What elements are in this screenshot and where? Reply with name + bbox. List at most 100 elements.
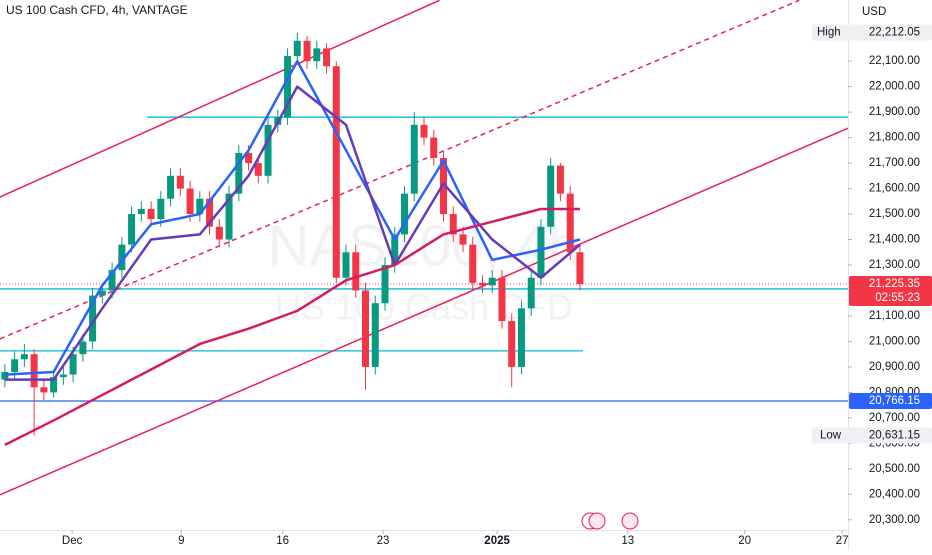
candle-body	[254, 163, 262, 176]
candle-body	[478, 282, 486, 286]
candle-body	[537, 226, 545, 278]
candle-body	[40, 387, 48, 393]
candle-body	[459, 234, 467, 245]
candle-body	[439, 157, 447, 215]
last-price-box	[849, 276, 932, 307]
candle-body	[50, 377, 58, 393]
candle-body	[401, 193, 409, 235]
y-tick-label: 21,000.00	[869, 335, 920, 347]
y-tick-label: 21,100.00	[869, 310, 920, 322]
candle-body	[264, 124, 272, 176]
chart-title: US 100 Cash CFD, 4h, VANTAGE	[6, 3, 188, 17]
candle-body	[118, 244, 126, 271]
candle-body	[206, 198, 214, 227]
candle-body	[371, 303, 379, 367]
candle-body	[517, 308, 525, 367]
candle-body	[196, 198, 204, 215]
moving-average	[4, 85, 581, 381]
x-tick-label: 2025	[484, 535, 510, 547]
high-tag-label: 22,212.05	[869, 27, 920, 39]
trendline	[0, 0, 800, 340]
moving-average	[4, 207, 580, 447]
trendline	[0, 127, 849, 496]
candle-body	[176, 175, 184, 189]
last-price-label: 21,225.35	[869, 278, 920, 290]
candle-body	[245, 152, 253, 164]
candle-body	[449, 214, 457, 235]
candle-body	[527, 277, 535, 309]
candle-body	[556, 165, 564, 194]
candle-body	[59, 374, 67, 378]
y-tick-label: 22,100.00	[869, 55, 920, 67]
x-tick-label: 13	[621, 535, 634, 547]
candle-body	[313, 48, 321, 62]
y-tick-label: 21,600.00	[869, 183, 920, 195]
candle-body	[566, 193, 574, 253]
currency: USD	[862, 6, 886, 18]
level-tag-box	[849, 393, 932, 410]
y-tick-label: 21,500.00	[869, 208, 920, 220]
candle-body	[167, 175, 175, 199]
candle-body	[342, 252, 350, 278]
x-tick-label: 20	[738, 535, 751, 547]
y-tick-label: 21,300.00	[869, 259, 920, 271]
candle-body	[410, 124, 418, 194]
candle-body	[79, 341, 87, 355]
candle-body	[488, 277, 496, 286]
x-tick-label: 16	[276, 535, 289, 547]
candle-body	[508, 321, 516, 367]
candle-body	[137, 208, 145, 215]
candle-body	[293, 40, 301, 57]
candle-body	[381, 265, 389, 304]
high-tag-name: High	[817, 27, 841, 39]
y-tick-label: 20,700.00	[869, 412, 920, 424]
candle-body	[498, 277, 506, 322]
low-tag-box	[812, 427, 932, 444]
x-tick-label: Dec	[62, 535, 83, 547]
candle-body	[576, 252, 584, 285]
low-tag-label: 20,631.15	[869, 429, 920, 441]
candle-body	[391, 234, 399, 265]
candle-body	[108, 270, 116, 291]
candle-body	[186, 188, 194, 215]
candle-body	[420, 124, 428, 138]
y-tick-label: 20,500.00	[869, 463, 920, 475]
candle-body	[11, 359, 19, 373]
y-tick-label: 20,900.00	[869, 361, 920, 373]
candle-body	[225, 193, 233, 240]
candle-body	[332, 66, 340, 278]
x-tick-label: 27	[836, 535, 849, 547]
candle-body	[430, 137, 438, 158]
candle-body	[352, 252, 360, 291]
y-tick-label: 22,000.00	[869, 81, 920, 93]
candle-body	[547, 165, 555, 227]
x-tick-label: 23	[377, 535, 390, 547]
candle-body	[69, 354, 77, 375]
trendline	[0, 0, 440, 198]
moving-average	[4, 59, 581, 376]
candle-body	[98, 290, 106, 296]
level-tag-label: 20,766.15	[869, 395, 920, 407]
candle-body	[1, 372, 9, 380]
candle-body	[128, 214, 136, 245]
candle-body	[303, 40, 311, 62]
countdown: 02:55:23	[875, 292, 920, 304]
y-tick-label: 21,900.00	[869, 106, 920, 118]
candle-body	[215, 226, 223, 240]
candle-body	[20, 354, 28, 360]
candle-body	[30, 354, 38, 388]
candle-body	[284, 56, 292, 118]
y-tick-label: 21,700.00	[869, 157, 920, 169]
candle-body	[235, 152, 243, 194]
y-tick-label: 20,300.00	[869, 514, 920, 526]
high-tag-box	[812, 24, 932, 41]
candle-body	[323, 48, 331, 67]
candle-body	[89, 295, 97, 342]
x-tick-label: 9	[178, 535, 184, 547]
low-tag-name: Low	[820, 429, 842, 441]
candle-body	[469, 244, 477, 283]
y-tick-label: 21,800.00	[869, 132, 920, 144]
